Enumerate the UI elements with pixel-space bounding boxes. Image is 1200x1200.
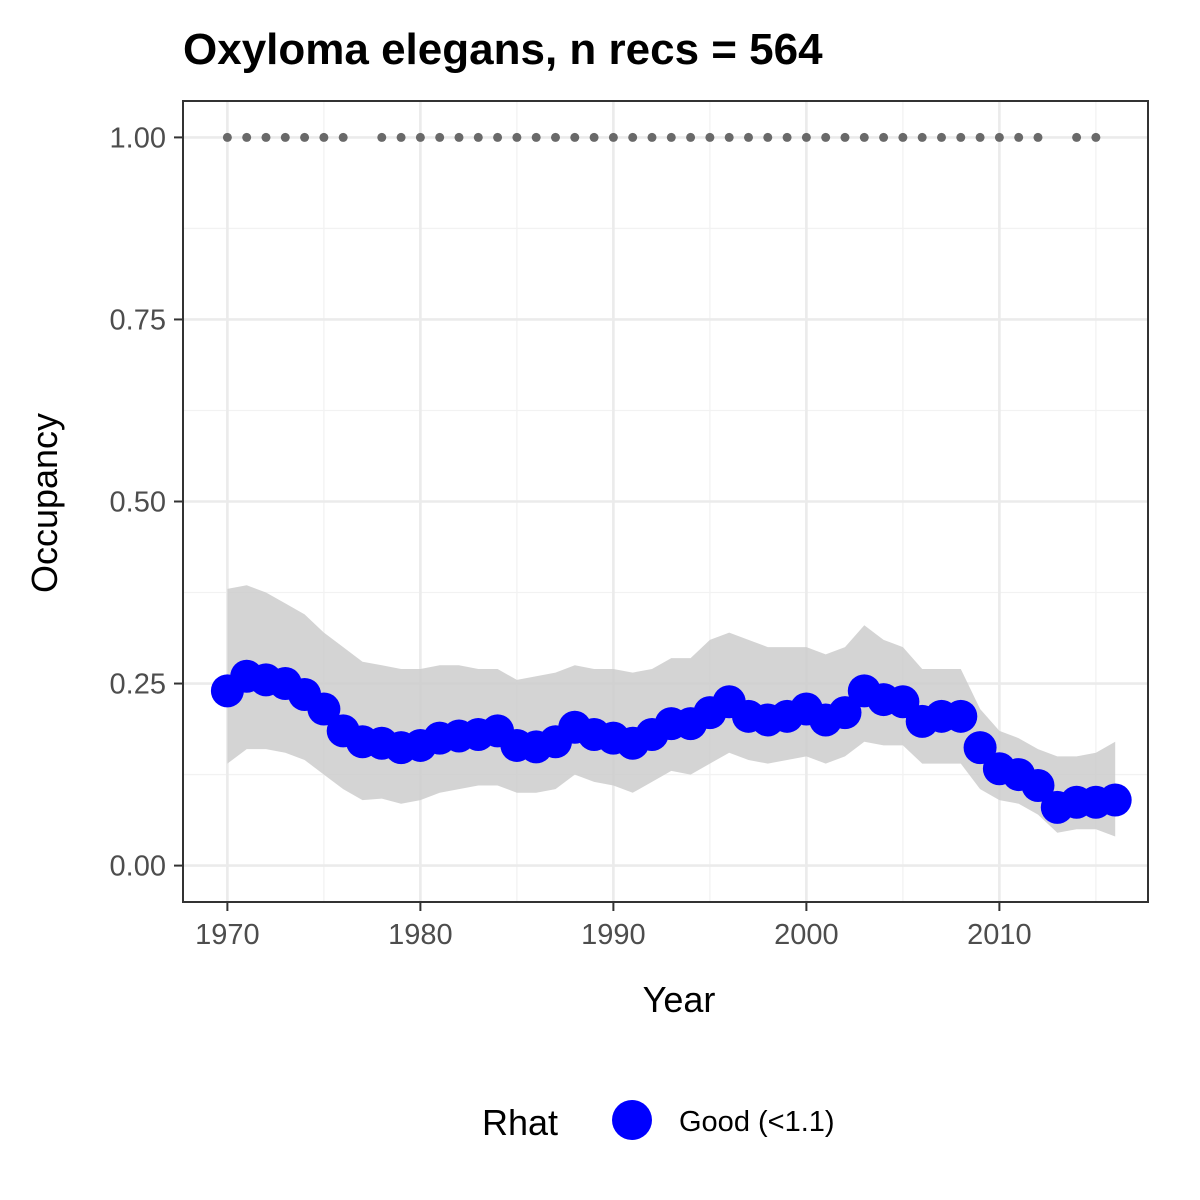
legend-label-good: Good (<1.1) bbox=[679, 1106, 835, 1138]
occupancy-point bbox=[1021, 768, 1055, 802]
record-point bbox=[666, 132, 676, 142]
record-point bbox=[589, 132, 599, 142]
y-axis-title: Occupancy bbox=[24, 413, 65, 593]
record-point bbox=[435, 132, 445, 142]
occupancy-point bbox=[944, 699, 978, 733]
record-point bbox=[550, 132, 560, 142]
record-point bbox=[1014, 132, 1024, 142]
x-tick-label: 2010 bbox=[967, 919, 1032, 951]
axes: 1970 1980 1990 2000 2010 0.00 0.25 0.50 0.75 1.00 bbox=[110, 122, 1032, 951]
occupancy-point bbox=[307, 692, 341, 726]
record-point bbox=[377, 132, 387, 142]
record-point bbox=[473, 132, 483, 142]
record-point bbox=[396, 132, 406, 142]
record-point bbox=[280, 132, 290, 142]
record-point bbox=[242, 132, 252, 142]
record-point bbox=[975, 132, 985, 142]
record-point bbox=[454, 132, 464, 142]
record-point bbox=[898, 132, 908, 142]
record-point bbox=[570, 132, 580, 142]
record-point bbox=[1033, 132, 1043, 142]
x-axis-title: Year bbox=[643, 979, 716, 1020]
record-point bbox=[531, 132, 541, 142]
record-point bbox=[261, 132, 271, 142]
record-point bbox=[319, 132, 329, 142]
record-point bbox=[859, 132, 869, 142]
record-point bbox=[763, 132, 773, 142]
y-tick-label: 0.00 bbox=[110, 851, 166, 883]
occupancy-point bbox=[828, 696, 862, 730]
occupancy-points-layer bbox=[210, 659, 1132, 824]
record-point bbox=[628, 132, 638, 142]
record-point bbox=[879, 132, 889, 142]
y-tick-label: 0.50 bbox=[110, 487, 166, 519]
record-point bbox=[222, 132, 232, 142]
legend: Rhat Good (<1.1) bbox=[482, 1100, 835, 1143]
occupancy-point bbox=[963, 731, 997, 765]
record-point bbox=[512, 132, 522, 142]
x-tick-label: 1980 bbox=[388, 919, 453, 951]
y-tick-label: 0.75 bbox=[110, 304, 166, 336]
record-point bbox=[821, 132, 831, 142]
record-point bbox=[724, 132, 734, 142]
y-tick-label: 1.00 bbox=[110, 122, 166, 154]
x-tick-label: 1970 bbox=[195, 919, 260, 951]
record-point bbox=[840, 132, 850, 142]
record-point bbox=[415, 132, 425, 142]
record-points-layer bbox=[222, 132, 1101, 142]
chart-title: Oxyloma elegans, n recs = 564 bbox=[183, 25, 823, 74]
record-point bbox=[493, 132, 503, 142]
record-point bbox=[608, 132, 618, 142]
record-point bbox=[338, 132, 348, 142]
x-tick-label: 2000 bbox=[774, 919, 839, 951]
record-point bbox=[782, 132, 792, 142]
record-point bbox=[994, 132, 1004, 142]
record-point bbox=[647, 132, 657, 142]
record-point bbox=[917, 132, 927, 142]
occupancy-point bbox=[1098, 783, 1132, 817]
legend-title: Rhat bbox=[482, 1102, 558, 1143]
record-point bbox=[956, 132, 966, 142]
record-point bbox=[743, 132, 753, 142]
record-point bbox=[936, 132, 946, 142]
x-tick-label: 1990 bbox=[581, 919, 646, 951]
legend-key-good bbox=[612, 1100, 652, 1140]
record-point bbox=[705, 132, 715, 142]
record-point bbox=[686, 132, 696, 142]
y-tick-label: 0.25 bbox=[110, 669, 166, 701]
record-point bbox=[1091, 132, 1101, 142]
record-point bbox=[300, 132, 310, 142]
record-point bbox=[1072, 132, 1082, 142]
record-point bbox=[801, 132, 811, 142]
